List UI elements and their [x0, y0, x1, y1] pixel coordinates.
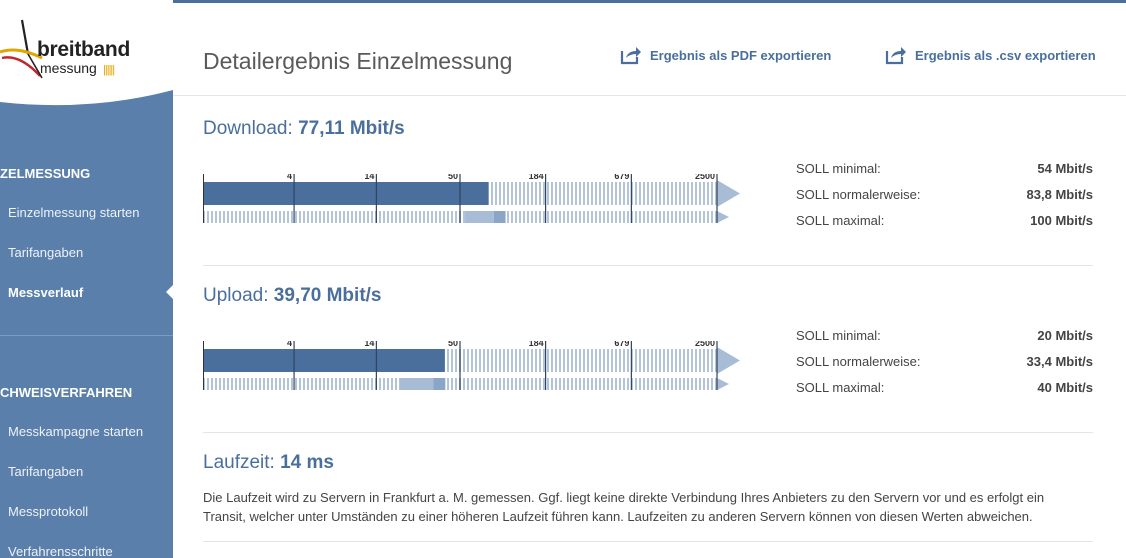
scale-tick-label: 184 — [529, 174, 544, 181]
export-csv-label: Ergebnis als .csv exportieren — [915, 47, 1096, 63]
soll-value: 100 Mbit/s — [1030, 213, 1093, 228]
download-value: 77,11 Mbit/s — [298, 118, 405, 139]
export-pdf-link[interactable]: Ergebnis als PDF exportieren — [620, 45, 831, 65]
download-title: Download: 77,11 Mbit/s — [203, 118, 405, 140]
soll-label: SOLL normalerweise: — [796, 354, 921, 369]
upload-title: Upload: 39,70 Mbit/s — [203, 285, 382, 307]
soll-value: 20 Mbit/s — [1037, 328, 1093, 343]
logo-text-messung: messung — [40, 60, 97, 76]
soll-label: SOLL maximal: — [796, 380, 885, 395]
soll-range-upper-bar — [433, 378, 446, 390]
nav-item-tarifangaben-nachweis[interactable]: Tarifangaben — [8, 464, 84, 479]
latency-title: Laufzeit: 14 ms — [203, 452, 334, 474]
logo-text-breitband: breitband — [37, 38, 130, 61]
export-icon — [620, 47, 641, 65]
latency-value: 14 ms — [280, 452, 334, 473]
latency-description: Die Laufzeit wird zu Servern in Frankfur… — [203, 488, 1093, 526]
export-icon — [885, 47, 906, 65]
scale-tick-label: 4 — [287, 174, 292, 181]
upload-value: 39,70 Mbit/s — [273, 285, 382, 306]
soll-value: 83,8 Mbit/s — [1026, 187, 1093, 202]
latency-text-line: Transit, welcher unter Umständen zu eine… — [203, 509, 1033, 524]
nav-section-nachweisverfahren: CHWEISVERFAHREN — [0, 385, 133, 400]
result-content: Download: 77,11 Mbit/s 4 14 50 184 679 2500 S… — [173, 96, 1126, 558]
sidebar-header-background — [0, 0, 173, 106]
nav-item-messprotokoll[interactable]: Messprotokoll — [8, 504, 89, 519]
download-label: Download: — [203, 118, 293, 139]
scale-tick-label: 14 — [364, 174, 374, 181]
nav-item-verfahrensschritte[interactable]: Verfahrensschritte — [8, 544, 113, 558]
scale-tick-label: 2500 — [695, 174, 715, 181]
scale-arrow-icon — [717, 347, 740, 374]
soll-value: 54 Mbit/s — [1037, 161, 1093, 176]
upload-scale-chart: 4 14 50 184 679 2500 — [203, 341, 740, 390]
active-indicator-arrow-icon — [166, 285, 173, 299]
soll-label: SOLL maximal: — [796, 213, 885, 228]
nav-item-messverlauf[interactable]: Messverlauf — [8, 285, 84, 300]
soll-range-bar — [465, 211, 494, 223]
scale-tick-label: 50 — [448, 341, 458, 348]
latency-text-line: Die Laufzeit wird zu Servern in Frankfur… — [203, 490, 1045, 505]
soll-arrow-icon — [717, 378, 729, 390]
top-accent-line — [0, 0, 1126, 3]
section-divider — [203, 432, 1093, 433]
nav-item-messkampagne-starten[interactable]: Messkampagne starten — [8, 424, 144, 439]
scale-arrow-icon — [717, 180, 740, 207]
soll-value: 33,4 Mbit/s — [1026, 354, 1093, 369]
sidebar: breitband messung |||||| ZELMESSUNG Einz… — [0, 0, 173, 558]
soll-arrow-icon — [717, 211, 729, 223]
soll-range-bar — [399, 378, 434, 390]
scale-tick-label: 184 — [529, 341, 544, 348]
section-divider — [203, 541, 1093, 542]
main-header: Detailergebnis Einzelmessung Ergebnis al… — [173, 3, 1126, 96]
page-title: Detailergebnis Einzelmessung — [203, 48, 513, 74]
soll-label: SOLL normalerweise: — [796, 187, 921, 202]
export-pdf-label: Ergebnis als PDF exportieren — [650, 47, 832, 63]
soll-value: 40 Mbit/s — [1037, 380, 1093, 395]
soll-label: SOLL minimal: — [796, 328, 881, 343]
soll-label: SOLL minimal: — [796, 161, 881, 176]
scale-tick-label: 4 — [287, 341, 292, 348]
scale-tick-label: 2500 — [695, 341, 715, 348]
nav-section-einzelmessung: ZELMESSUNG — [0, 166, 91, 181]
nav-item-einzelmessung-starten[interactable]: Einzelmessung starten — [8, 205, 140, 220]
latency-label: Laufzeit: — [203, 452, 275, 473]
scale-tick-label: 679 — [614, 341, 629, 348]
soll-range-upper-bar — [493, 211, 506, 223]
nav-divider — [0, 335, 173, 336]
logo-bars: |||||| — [103, 64, 115, 76]
scale-tick-label: 50 — [448, 174, 458, 181]
logo-mark-icon — [0, 19, 43, 79]
section-divider — [203, 265, 1093, 266]
download-scale-chart: 4 14 50 184 679 2500 — [203, 174, 740, 223]
upload-label: Upload: — [203, 285, 269, 306]
measured-bar — [203, 182, 489, 205]
scale-tick-label: 14 — [364, 341, 374, 348]
breitbandmessung-logo[interactable]: breitband messung |||||| — [0, 14, 140, 84]
nav-item-tarifangaben[interactable]: Tarifangaben — [8, 245, 84, 260]
measured-bar — [203, 349, 445, 372]
scale-tick-label: 679 — [614, 174, 629, 181]
export-csv-link[interactable]: Ergebnis als .csv exportieren — [885, 45, 1096, 65]
